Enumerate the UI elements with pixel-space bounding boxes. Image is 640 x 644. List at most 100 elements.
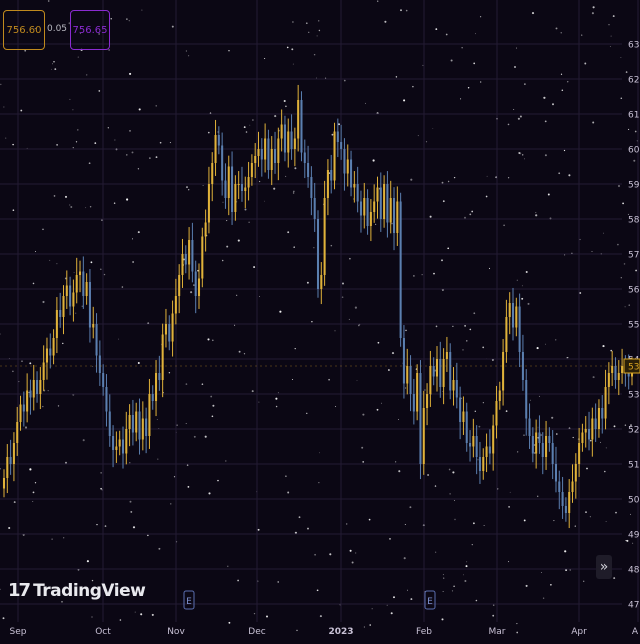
star-dot bbox=[624, 306, 626, 308]
star-dot bbox=[277, 392, 279, 394]
star-dot bbox=[298, 516, 301, 519]
candle-body bbox=[482, 457, 485, 471]
candle-body bbox=[422, 408, 425, 464]
candle-body bbox=[518, 306, 521, 352]
candle-body bbox=[409, 366, 412, 394]
candle-body bbox=[39, 380, 42, 394]
bid-price-value: 756.60 bbox=[6, 24, 42, 36]
candle-body bbox=[52, 338, 55, 356]
tradingview-logo[interactable]: 17 TradingView bbox=[8, 580, 146, 601]
star-dot bbox=[442, 391, 444, 392]
price-axis-tick-label: 60 bbox=[628, 146, 640, 156]
star-dot bbox=[104, 525, 107, 527]
star-dot bbox=[592, 121, 595, 124]
star-dot bbox=[159, 141, 162, 144]
star-dot bbox=[474, 410, 476, 412]
star-dot bbox=[129, 500, 132, 503]
star-dot bbox=[316, 589, 319, 592]
candle-body bbox=[386, 184, 389, 223]
candle-body bbox=[240, 184, 244, 191]
star-dot bbox=[51, 63, 53, 65]
star-dot bbox=[410, 598, 413, 601]
star-dot bbox=[572, 436, 574, 439]
star-dot bbox=[473, 312, 476, 315]
candle-body bbox=[462, 411, 465, 422]
star-dot bbox=[544, 154, 547, 157]
star-dot bbox=[605, 447, 607, 449]
star-dot bbox=[155, 105, 157, 107]
star-dot bbox=[530, 399, 531, 401]
candle-body bbox=[194, 271, 197, 296]
star-dot bbox=[47, 0, 50, 2]
price-axis-tick-label: 50 bbox=[628, 496, 640, 506]
star-dot bbox=[168, 372, 171, 374]
star-dot bbox=[492, 604, 495, 607]
price-axis-tick-label: 53 bbox=[628, 391, 639, 401]
last-price-tag: 53 bbox=[623, 358, 640, 374]
time-axis[interactable]: Sep Oct Nov Dec 2023 Feb Mar Apr A bbox=[10, 627, 639, 637]
candle-body bbox=[356, 184, 359, 202]
candle-body bbox=[333, 131, 336, 181]
candle-body bbox=[455, 380, 458, 398]
star-dot bbox=[183, 258, 185, 261]
candle-body bbox=[201, 236, 204, 279]
star-dot bbox=[391, 222, 393, 225]
star-dot bbox=[409, 506, 412, 509]
star-dot bbox=[485, 195, 488, 198]
star-dot bbox=[630, 424, 632, 426]
candle-body bbox=[181, 254, 184, 275]
price-axis-tick-label: 52 bbox=[628, 426, 639, 436]
star-dot bbox=[286, 46, 289, 49]
candle-body bbox=[574, 464, 577, 482]
star-dot bbox=[540, 572, 542, 573]
candle-body bbox=[432, 366, 435, 377]
candle-body bbox=[435, 359, 439, 377]
candle-body bbox=[545, 436, 548, 457]
star-dot bbox=[433, 272, 435, 275]
star-dot bbox=[521, 285, 523, 287]
scroll-to-realtime-button[interactable]: » bbox=[596, 555, 612, 579]
star-dot bbox=[275, 405, 278, 408]
bid-price-box[interactable]: 756.60 bbox=[3, 10, 45, 50]
star-dot bbox=[478, 425, 481, 428]
ask-price-box[interactable]: 756.65 bbox=[70, 10, 110, 50]
price-axis[interactable]: 636261605958575655545352515049484753 bbox=[623, 41, 640, 611]
candle-body bbox=[161, 334, 164, 380]
star-dot bbox=[285, 105, 287, 108]
star-dot bbox=[79, 33, 81, 34]
star-dot bbox=[492, 614, 495, 617]
star-dot bbox=[0, 588, 1, 590]
candle-body bbox=[270, 149, 273, 170]
star-dot bbox=[589, 516, 591, 518]
star-dot bbox=[126, 154, 128, 156]
star-dot bbox=[258, 401, 260, 403]
star-dot bbox=[108, 49, 110, 51]
star-dot bbox=[625, 539, 627, 542]
star-dot bbox=[249, 124, 251, 126]
star-dot bbox=[341, 296, 344, 299]
star-dot bbox=[57, 405, 60, 407]
star-dot bbox=[604, 470, 606, 473]
star-dot bbox=[628, 304, 630, 306]
star-dot bbox=[538, 395, 540, 397]
candle-body bbox=[601, 408, 604, 419]
candle-body bbox=[191, 240, 194, 272]
candle-body bbox=[297, 100, 300, 139]
star-dot bbox=[132, 261, 134, 263]
candle-body bbox=[554, 464, 558, 482]
star-dot bbox=[244, 208, 247, 211]
candle-body bbox=[336, 131, 339, 142]
star-dot bbox=[75, 141, 78, 143]
star-dot bbox=[482, 402, 484, 404]
candle-body bbox=[141, 418, 144, 440]
star-dot bbox=[589, 439, 592, 442]
candle-body bbox=[340, 142, 343, 149]
star-dot bbox=[508, 561, 510, 563]
star-dot bbox=[237, 239, 240, 242]
candle-body bbox=[16, 422, 19, 443]
earnings-marker-box bbox=[183, 590, 195, 610]
candle-body bbox=[495, 401, 498, 426]
